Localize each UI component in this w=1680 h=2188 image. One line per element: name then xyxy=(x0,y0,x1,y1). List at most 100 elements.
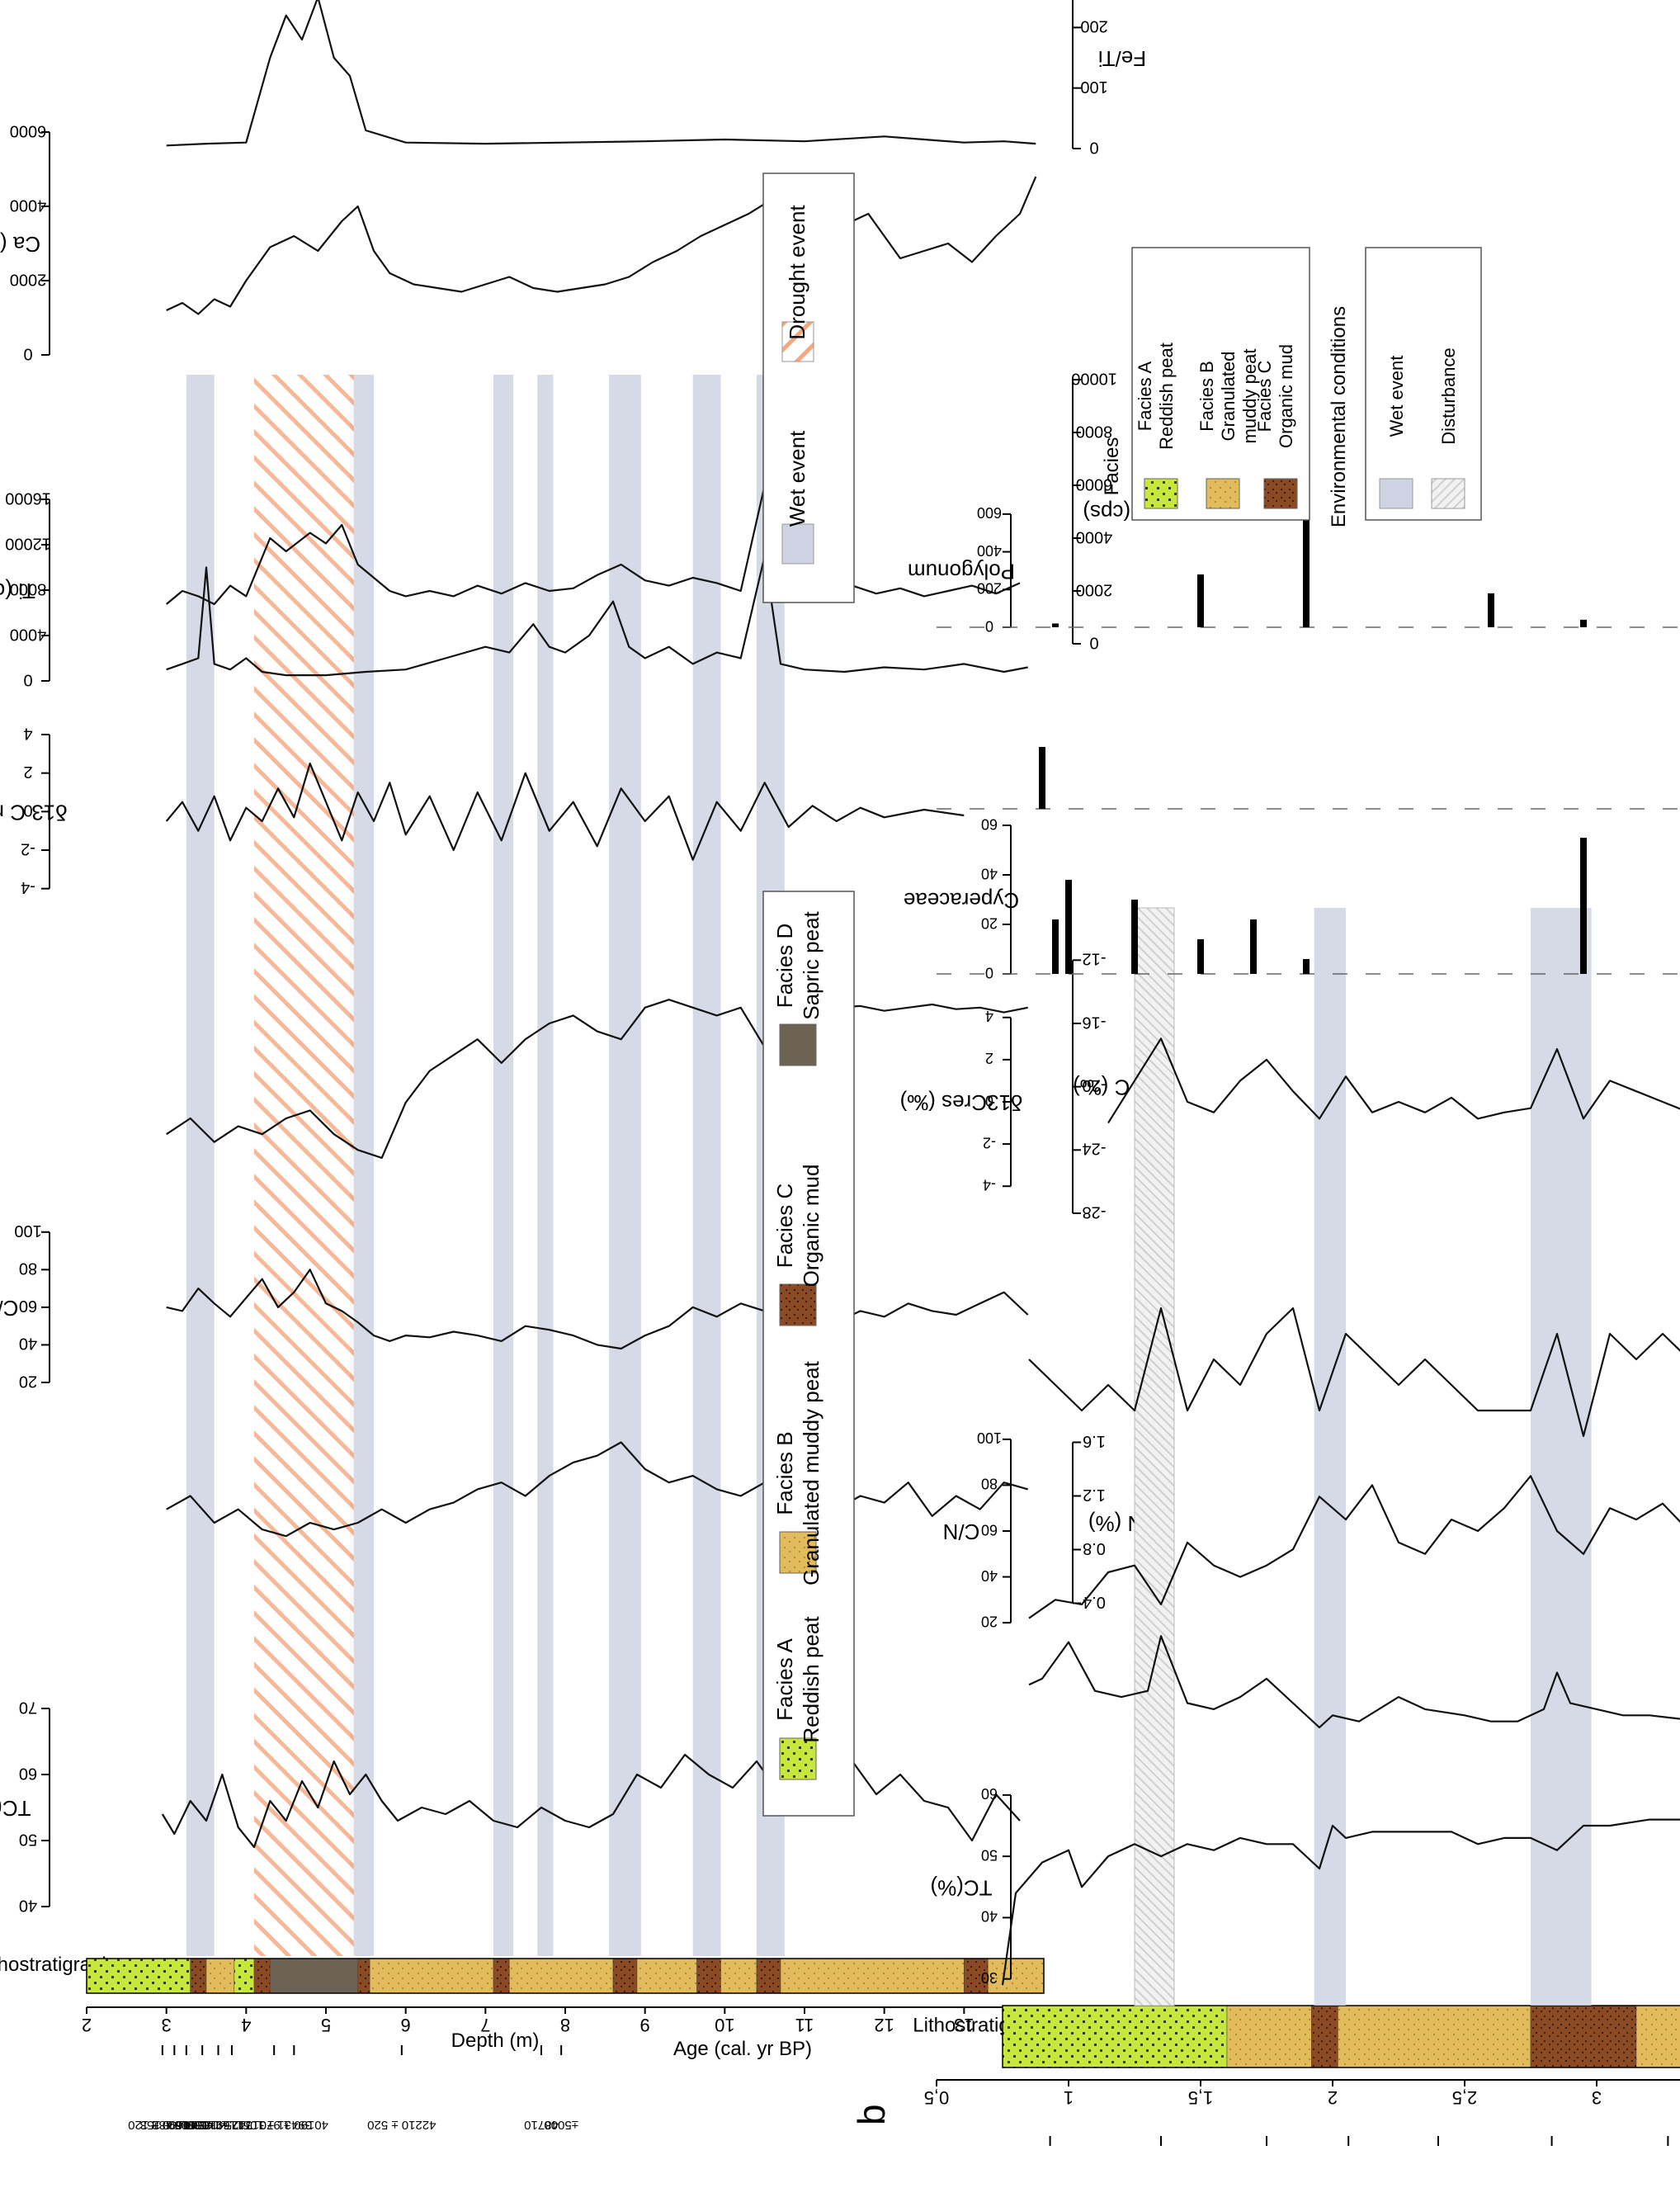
track-CN: 20 40 60 80 100 C/N xyxy=(943,1430,1680,1629)
axis-tick-label-TN: 1.2 xyxy=(1083,1486,1106,1504)
axis-tick-label-Fe: 4000 xyxy=(1076,527,1113,546)
bar-Cyperaceae xyxy=(1065,880,1072,974)
legend-drought-swatch xyxy=(781,321,814,362)
legend-b-wet-label: Wet event xyxy=(1386,356,1407,437)
axis-tick-label-Polygonum: 200 xyxy=(977,580,1002,597)
lithology-segment-B xyxy=(1635,2005,1680,2068)
track-CN: 20 40 60 80 100 C/N xyxy=(0,1222,1029,1390)
depth-tick-label: 8 xyxy=(560,2015,570,2035)
legend-swatch-facies-A xyxy=(779,1737,817,1780)
legend-wet-swatch xyxy=(781,523,814,565)
axis-tick-label-Polygonum: 0 xyxy=(985,617,993,634)
bar-Polygonum xyxy=(1052,623,1059,627)
axis-tick-label-Cyperaceae: 60 xyxy=(981,815,998,832)
axis-tick-label-CN: 60 xyxy=(981,1521,998,1538)
lithology-segment-B xyxy=(1226,2005,1312,2068)
track-label-CN: C/N xyxy=(0,1296,18,1321)
axis-tick-label-Ti: 8000 xyxy=(10,579,47,598)
panel-b: 0,511,522,533,54Depth (m)Age (cal. yr BP… xyxy=(900,504,1680,2146)
bar-Cyperaceae xyxy=(1197,939,1204,974)
series-line-d13Cres xyxy=(165,762,965,861)
axis-tick-label-d13Cres: 0 xyxy=(23,801,32,820)
legend-wet-label: Wet event xyxy=(785,430,809,527)
lithology-segment-B xyxy=(636,1958,697,1994)
lithology-segment-B xyxy=(780,1958,965,1994)
legend-b-facies-B-line: Granulated xyxy=(1218,352,1239,442)
bar-Polygonum xyxy=(1488,593,1494,627)
track-label-Polygonum: Polygonum xyxy=(908,559,1015,584)
legend-facies-B-desc: Granulated muddy peat xyxy=(799,1360,823,1585)
series-line-d13C xyxy=(1028,1205,1680,1438)
drought-event-band xyxy=(254,375,354,1956)
axis-tick-label-CN: 60 xyxy=(19,1297,37,1315)
depth-tick-label: 11 xyxy=(795,2015,814,2035)
depth-tick-label: 10 xyxy=(715,2015,734,2035)
legend-b-wet-swatch xyxy=(1379,478,1413,509)
lithology-segment-C xyxy=(696,1958,721,1994)
axis-tick-label-Fe: 0 xyxy=(1089,633,1098,651)
axis-tick-label-d13C: -24 xyxy=(1083,1140,1107,1158)
wet-event-band xyxy=(1314,908,1347,2006)
track-TN: 0.40.81.21.6224TN(%) xyxy=(1028,1635,1680,1729)
depth-tick-label: 2 xyxy=(1328,2087,1338,2108)
age-label: 16910 ± 180 xyxy=(168,2118,237,2132)
lithology-segment-B xyxy=(205,1958,235,1994)
axis-tick-label-d13Cres: -2 xyxy=(21,839,35,858)
axis-tick-label-Cyperaceae: 20 xyxy=(981,914,998,931)
axis-tick-label-d13C: -12 xyxy=(1083,950,1107,968)
axis-tick-label-CN: 100 xyxy=(14,1222,41,1240)
lithology-segment-B xyxy=(509,1958,614,1994)
axis-tick-label-CN: 40 xyxy=(19,1335,37,1353)
legend-b-facies-title: Facies xyxy=(1101,437,1123,496)
axis-tick-label-TN: 0.4 xyxy=(1083,1593,1106,1611)
axis-tick-label-TC: 50 xyxy=(19,1830,37,1848)
axis-tick-label-d13Cres: 4 xyxy=(985,1008,993,1024)
series-line-d13C xyxy=(166,999,1028,1160)
depth-tick-label: 7 xyxy=(480,2015,490,2035)
legend-b-disturbance-swatch xyxy=(1431,478,1465,509)
lithology-segment-C xyxy=(253,1958,271,1994)
axis-tick-label-d13C: -20 xyxy=(1083,1076,1107,1094)
lithology-segment-D xyxy=(270,1958,358,1994)
lithology-segment-C xyxy=(493,1958,510,1994)
axis-tick-label-d13C: -28 xyxy=(1083,1203,1107,1221)
legend-b-facies-A-line: Reddish peat xyxy=(1156,343,1177,450)
legend-facies-A-desc: Reddish peat xyxy=(799,1616,823,1743)
track-label-Ca: Ca (cps) xyxy=(0,232,40,257)
age-label: 40190 ± 970 xyxy=(260,2118,328,2132)
axis-tick-label-CN: 80 xyxy=(981,1476,998,1492)
wet-event-band xyxy=(609,375,641,1956)
wet-event-band xyxy=(692,375,721,1956)
age-label: ±5000 xyxy=(544,2118,578,2132)
series-line-FeTi xyxy=(166,0,1036,147)
disturbance-band xyxy=(1134,907,1175,2006)
track-Cyperaceae: 0 20 40 60 Cyperaceae xyxy=(904,815,1680,981)
axis-tick-label-d13C: -16 xyxy=(1083,1013,1107,1031)
depth-tick-label: 2 xyxy=(82,2015,92,2035)
axis-tick-label-CN: 100 xyxy=(977,1430,1002,1446)
axis-tick-label-Ti: 0 xyxy=(23,670,32,688)
track-label-CN: C/N xyxy=(943,1519,980,1544)
wet-event-band xyxy=(1531,908,1592,2006)
axis-tick-label-TC: 70 xyxy=(19,1698,37,1716)
depth-tick-label: 1 xyxy=(1064,2087,1074,2108)
axis-tick-label-d13Cres: 2 xyxy=(985,1050,993,1066)
lithology-segment-C xyxy=(612,1958,638,1994)
axis-tick-label-FeTi: 0 xyxy=(1089,138,1098,156)
wet-event-band xyxy=(186,375,215,1956)
legend-b: Facies Facies A Reddish peat Facies B Granul… xyxy=(1101,247,1482,527)
axis-tick-label-d13Cres: 2 xyxy=(23,763,32,781)
bar-Poaceae xyxy=(1039,747,1045,809)
axis-tick-label-Ti: 12000 xyxy=(5,534,51,552)
track-label-TC: TC(%) xyxy=(930,1875,992,1900)
axis-tick-label-CN: 80 xyxy=(19,1259,37,1278)
axis-tick-label-Fe: 2000 xyxy=(1076,580,1113,598)
depth-tick-label: 6 xyxy=(401,2015,411,2035)
legend-b-facies-A-line: Facies A xyxy=(1135,361,1155,431)
axis-tick-label-Ca: 4000 xyxy=(10,196,47,214)
legend-b-env-title: Environmental conditions xyxy=(1328,306,1350,527)
axis-tick-label-d13Cres: 4 xyxy=(23,724,32,742)
lithology-segment-A xyxy=(1002,2005,1228,2068)
